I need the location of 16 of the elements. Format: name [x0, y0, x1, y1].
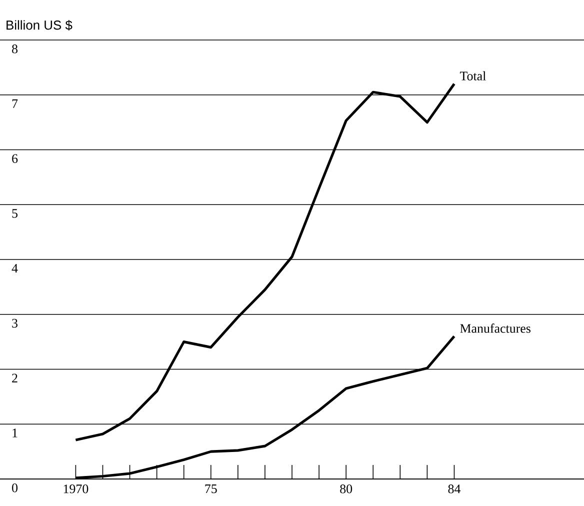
y-tick-label: 3	[12, 318, 18, 328]
x-tick-label: 84	[448, 484, 461, 494]
y-tick-label: 4	[12, 264, 18, 273]
y-tick-label: 5	[12, 209, 18, 218]
series-label: Manufactures	[460, 324, 530, 333]
series-label: Total	[460, 71, 486, 80]
y-tick-label: 8	[12, 44, 18, 54]
y-tick-label: 6	[12, 154, 18, 163]
y-tick-label: 7	[12, 99, 18, 108]
x-tick-label: 1970	[64, 484, 88, 494]
y-axis-title: Billion US $	[6, 20, 72, 30]
y-tick-label: 1	[12, 428, 18, 438]
x-tick-label: 75	[205, 484, 217, 494]
x-tick-label: 80	[340, 484, 352, 494]
y-tick-label: 2	[12, 374, 18, 382]
y-tick-label: 0	[12, 484, 18, 492]
